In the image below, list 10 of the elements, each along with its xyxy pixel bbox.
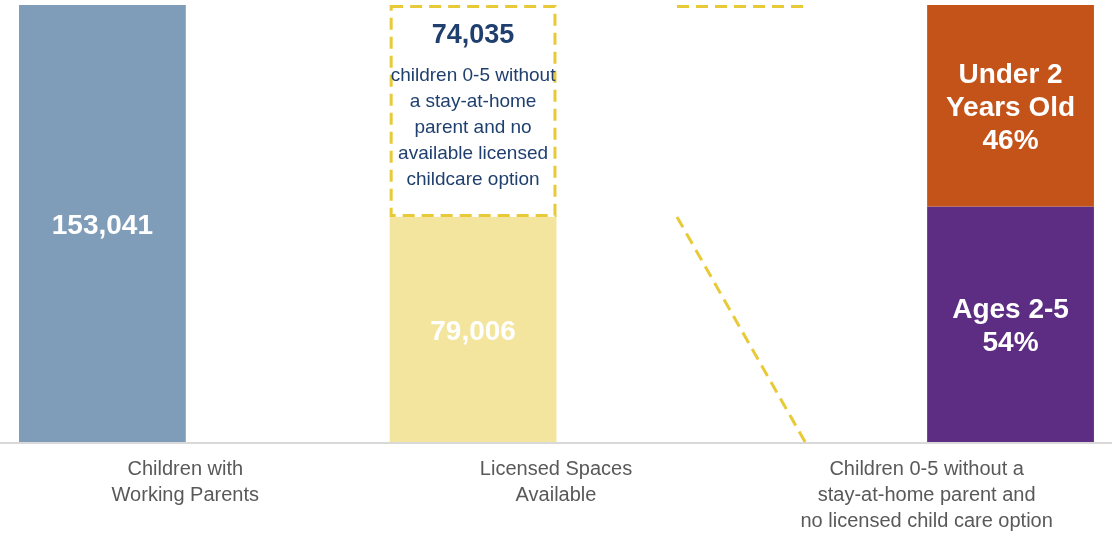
data-label: 54%: [982, 326, 1039, 358]
x-tick-label: Children with Working Parents: [111, 457, 260, 505]
data-label: 46%: [982, 123, 1039, 155]
data-label: 153,041: [51, 209, 154, 240]
x-tick-label: Licensed Spaces Available: [479, 457, 633, 505]
data-label: 74,035: [431, 19, 515, 49]
data-label: 79,006: [430, 314, 516, 346]
series-label: Under 2 Years Old: [945, 57, 1076, 122]
x-tick-label: Children 0-5 without a stay-at-home parent and no licensed child care option: [800, 457, 1053, 531]
series-label: Ages 2-5: [952, 293, 1069, 325]
